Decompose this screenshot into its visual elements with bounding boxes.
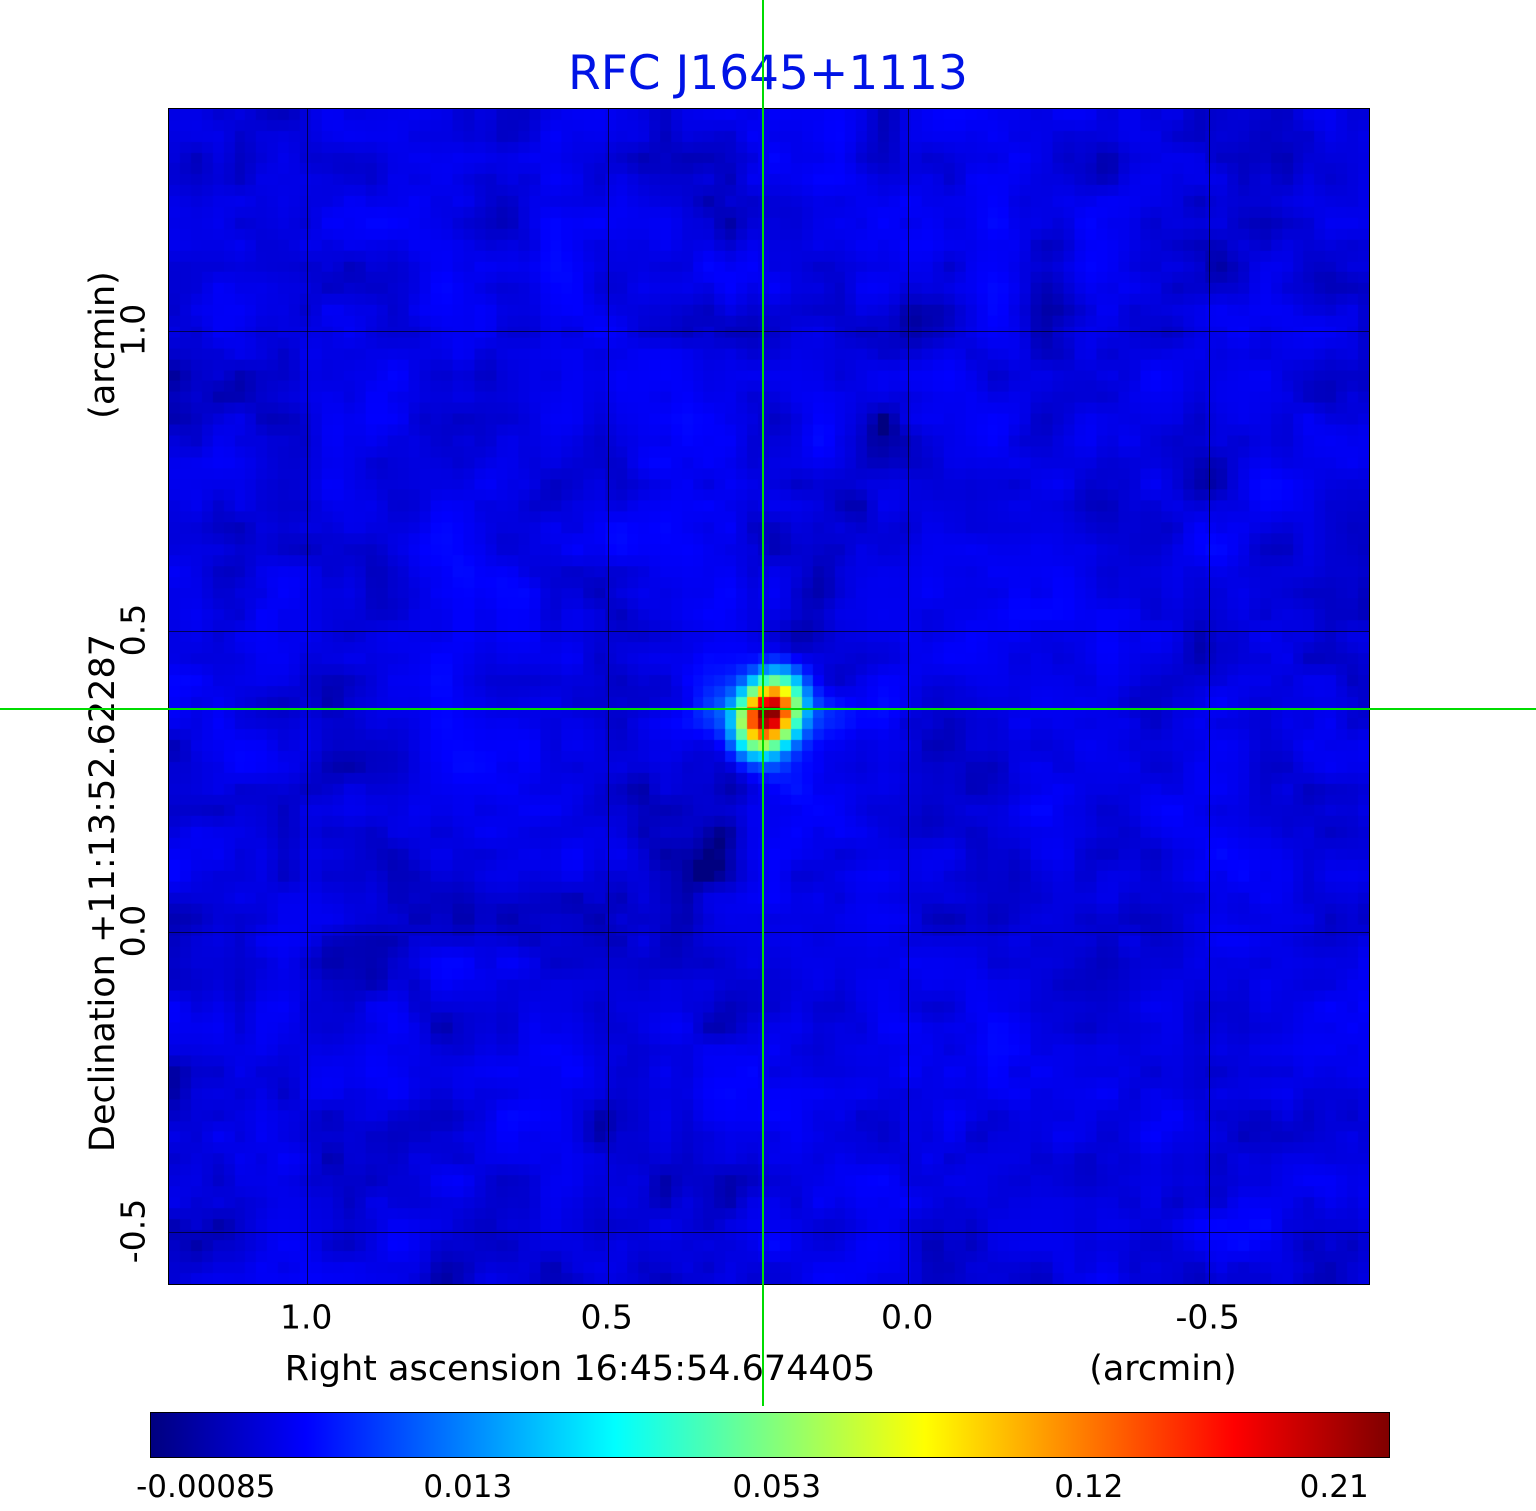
colorbar-tick-label: -0.00085	[136, 1469, 276, 1505]
y-tick-label: 0.5	[113, 604, 153, 657]
plot-title: RFC J1645+1113	[568, 46, 968, 101]
grid-line-horizontal	[169, 931, 1369, 933]
y-axis-label: Declination +11:13:52.62287	[83, 634, 123, 1152]
colorbar-tick-label: 0.21	[1299, 1469, 1369, 1505]
crosshair-vertical-line	[762, 0, 764, 1406]
x-tick-label: 1.0	[279, 1297, 333, 1337]
grid-line-vertical	[908, 109, 910, 1284]
colorbar-tick-label: 0.053	[732, 1469, 822, 1505]
y-tick-label: 0.0	[113, 904, 153, 957]
colorbar	[150, 1412, 1390, 1458]
grid-line-vertical	[307, 109, 309, 1284]
y-tick-label: -0.5	[113, 1198, 153, 1264]
x-tick-label: -0.5	[1175, 1297, 1240, 1337]
y-tick-label: 1.0	[113, 303, 153, 357]
x-tick-label: 0.0	[880, 1297, 934, 1337]
grid-line-horizontal	[169, 631, 1369, 633]
grid-line-vertical	[1208, 109, 1210, 1284]
radio-map-canvas	[169, 109, 1369, 1284]
colorbar-tick-label: 0.013	[423, 1469, 513, 1505]
crosshair-horizontal-line	[0, 707, 1536, 710]
grid-line-horizontal	[169, 1232, 1369, 1233]
x-tick-label: 0.5	[580, 1297, 633, 1337]
radio-map	[168, 108, 1370, 1285]
x-axis-unit: (arcmin)	[1089, 1349, 1237, 1389]
colorbar-tick-label: 0.12	[1054, 1469, 1124, 1505]
grid-line-horizontal	[169, 331, 1369, 333]
grid-line-vertical	[607, 109, 609, 1284]
x-axis-label: Right ascension 16:45:54.674405	[284, 1349, 876, 1389]
